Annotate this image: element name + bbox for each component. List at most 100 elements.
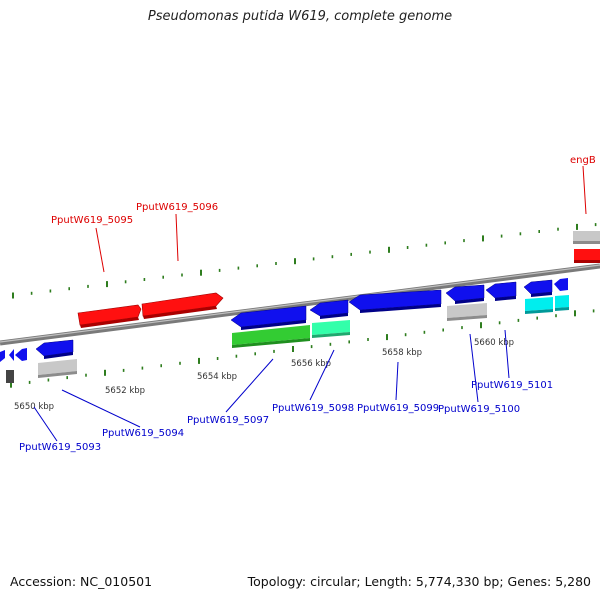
upper-tick-1	[30, 291, 33, 295]
leader-pputw619-5094	[61, 389, 141, 428]
genome-backbone	[0, 263, 600, 346]
gene-label-pputw619-5097: PputW619_5097	[187, 415, 269, 426]
cyan-feature-b[interactable]	[555, 295, 569, 311]
upper-tick-30	[576, 223, 578, 230]
lower-tick-2	[47, 378, 50, 382]
gene-label-pputw619-5093: PputW619_5093	[19, 442, 101, 453]
upper-tick-13	[256, 264, 258, 268]
lower-tick-23	[442, 328, 444, 332]
lower-tick-24	[461, 326, 463, 330]
lower-tick-5	[104, 369, 106, 376]
scale-label-5660: 5660 kbp	[474, 338, 514, 348]
upper-tick-4	[87, 284, 89, 288]
gene-arrow-blue-right-b[interactable]	[554, 278, 568, 291]
gene-arrow-pputw619-5097[interactable]	[230, 305, 307, 330]
upper-tick-18	[350, 252, 352, 256]
upper-tick-5	[106, 281, 108, 288]
map-title: Pseudomonas putida W619, complete genome	[147, 9, 453, 24]
lower-tick-0	[10, 381, 12, 388]
gene-arrow-pputw619-5094[interactable]	[35, 339, 74, 359]
gene-arrow-pputw619-5099[interactable]	[348, 289, 442, 313]
upper-tick-26	[500, 234, 503, 238]
upper-tick-6	[124, 280, 127, 284]
upper-tick-29	[557, 227, 559, 231]
upper-tick-28	[538, 230, 540, 233]
lower-tick-11	[216, 357, 219, 360]
gene-arrow-pputw619-5100[interactable]	[445, 284, 485, 304]
gene-arrow-blue-right-a[interactable]	[523, 279, 553, 297]
upper-tick-15	[294, 258, 296, 265]
upper-tick-2	[49, 289, 52, 293]
lower-tick-6	[122, 368, 125, 372]
grey-feature-left	[38, 359, 77, 378]
lower-tick-25	[480, 322, 482, 329]
green-feature[interactable]	[232, 325, 310, 348]
leader-engb	[582, 165, 587, 215]
upper-tick-8	[162, 275, 164, 279]
gene-label-pputw619-5100: PputW619_5100	[438, 404, 520, 415]
upper-tick-21	[406, 246, 409, 249]
upper-tick-14	[275, 262, 277, 265]
leader-pputw619-5101	[504, 329, 510, 379]
upper-tick-23	[444, 241, 446, 245]
upper-tick-19	[369, 250, 371, 254]
lower-tick-18	[348, 340, 350, 344]
lower-tick-7	[141, 366, 144, 370]
lower-tick-27	[517, 318, 520, 322]
gene-label-pputw619-5095: PputW619_5095	[51, 215, 133, 226]
upper-tick-9	[181, 273, 183, 277]
gene-arrow-pputw619-5096[interactable]	[141, 292, 224, 319]
dark-feature-left	[6, 370, 14, 383]
upper-tick-24	[463, 239, 465, 243]
leader-pputw619-5096	[175, 213, 179, 262]
leader-pputw619-5093	[33, 406, 58, 442]
lower-tick-9	[179, 361, 181, 365]
lower-tick-19	[367, 338, 369, 341]
lower-tick-17	[329, 342, 332, 346]
upper-tick-row	[12, 223, 597, 299]
upper-tick-20	[388, 246, 390, 253]
lower-tick-29	[555, 314, 557, 318]
lower-tick-row	[10, 309, 595, 388]
upper-tick-16	[312, 257, 315, 261]
lower-tick-22	[423, 330, 426, 334]
cyan-feature-a[interactable]	[525, 297, 553, 314]
upper-tick-12	[237, 266, 240, 270]
lower-tick-10	[198, 357, 200, 364]
upper-tick-17	[331, 255, 334, 259]
gene-arrow-engb[interactable]	[574, 249, 600, 263]
gene-label-pputw619-5094: PputW619_5094	[102, 428, 184, 439]
aqua-feature[interactable]	[312, 320, 350, 338]
gene-arrow-blue-1[interactable]	[0, 350, 5, 362]
lower-tick-12	[235, 354, 238, 358]
lower-tick-21	[404, 333, 407, 337]
upper-tick-7	[143, 278, 146, 281]
genome-backbone-highlight	[0, 264, 600, 343]
gene-arrow-pputw619-5101[interactable]	[485, 281, 517, 301]
lower-tick-28	[536, 316, 538, 320]
scale-label-5654: 5654 kbp	[197, 372, 237, 382]
upper-tick-10	[200, 269, 202, 276]
accession-text: Accession: NC_010501	[10, 574, 153, 589]
upper-tick-11	[218, 268, 221, 272]
lower-tick-26	[498, 321, 501, 325]
gene-arrow-blue-3[interactable]	[15, 348, 27, 361]
lower-tick-4	[85, 373, 87, 377]
upper-tick-27	[519, 232, 522, 236]
lower-tick-13	[254, 352, 256, 356]
lower-tick-3	[66, 376, 68, 380]
lower-tick-1	[28, 380, 31, 384]
lower-tick-16	[310, 345, 313, 349]
lower-tick-30	[574, 310, 576, 317]
grey-feature-middle	[447, 303, 487, 321]
gene-arrow-blue-2[interactable]	[9, 349, 14, 361]
gene-arrow-pputw619-5098[interactable]	[309, 299, 349, 319]
topology-summary: Topology: circular; Length: 5,774,330 bp…	[247, 574, 591, 589]
leader-pputw619-5097	[225, 358, 274, 413]
gene-arrow-pputw619-5095[interactable]	[77, 304, 142, 328]
leader-pputw619-5099	[395, 361, 399, 401]
scale-label-5656: 5656 kbp	[291, 359, 331, 369]
upper-tick-22	[425, 243, 428, 247]
leader-pputw619-5095	[95, 227, 105, 273]
